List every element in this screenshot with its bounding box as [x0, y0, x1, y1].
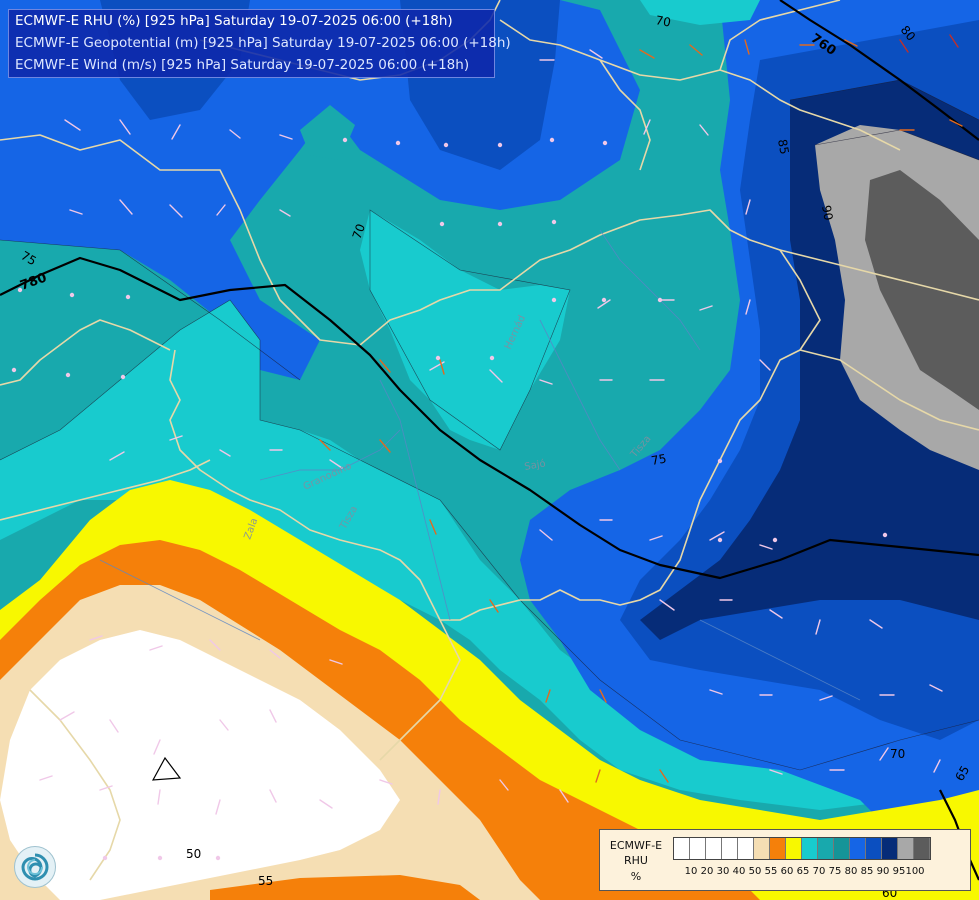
rh-label-85: 85: [775, 138, 791, 155]
rh-label-75-mid: 75: [650, 452, 667, 468]
legend-swatch: [802, 838, 818, 859]
rh-area-75-north: [300, 105, 355, 160]
station-dots: [11, 137, 888, 861]
legend-swatch: [866, 838, 882, 859]
rh-area-65-north: [640, 0, 760, 25]
ecmwf-logo: [14, 846, 56, 888]
legend-swatch: [770, 838, 786, 859]
rh-area-small-island: [151, 756, 182, 781]
legend-model-label: ECMWF-E: [609, 839, 663, 852]
rh-area-100-east: [865, 170, 979, 410]
legend-swatch: [722, 838, 738, 859]
wind-barbs: [39, 34, 963, 815]
legend-swatch: [738, 838, 754, 859]
legend-swatches: [673, 837, 931, 860]
title-wind: ECMWF-E Wind (m/s) [925 hPa] Saturday 19…: [15, 57, 470, 73]
legend-tick-label: 90: [876, 866, 890, 877]
legend-tick-label: 60: [780, 866, 794, 877]
legend-swatch: [850, 838, 866, 859]
title-geopotential: ECMWF-E Geopotential (m) [925 hPa] Satur…: [15, 35, 511, 51]
title-rhu: ECMWF-E RHU (%) [925 hPa] Saturday 19-07…: [15, 13, 453, 29]
legend-tick-label: 80: [844, 866, 858, 877]
legend-tick-label: 50: [748, 866, 762, 877]
rh-label-70-top: 70: [654, 13, 671, 29]
color-legend: ECMWF-E RHU % 10 20 30 40 50 55 60 65 70 75 80 85 90…: [599, 829, 971, 891]
legend-unit-label: %: [630, 870, 642, 883]
legend-tick-label: 100: [905, 866, 925, 877]
rh-label-65-right: 65: [952, 763, 972, 783]
rh-area-65-west: [0, 300, 979, 810]
legend-swatch: [898, 838, 914, 859]
legend-tick-label: 30: [716, 866, 730, 877]
rh-label-90: 90: [819, 204, 835, 221]
legend-swatch: [690, 838, 706, 859]
legend-tick-label: 20: [700, 866, 714, 877]
logo-swirl-icon: [21, 853, 49, 881]
rh-area-65-central: [360, 210, 570, 450]
rh-label-70-mid: 70: [350, 222, 368, 241]
legend-tick-label: 70: [812, 866, 826, 877]
rh-label-50: 50: [186, 847, 201, 861]
legend-variable-label: RHU: [624, 854, 648, 867]
legend-swatch: [674, 838, 690, 859]
rh-label-70-low: 70: [890, 747, 905, 761]
legend-tick-label: 10: [684, 866, 698, 877]
legend-swatch: [706, 838, 722, 859]
rivers: [99, 229, 861, 701]
rh-label-75-left: 75: [19, 248, 39, 268]
legend-tick-label: 55: [764, 866, 778, 877]
legend-tick-label: 40: [732, 866, 746, 877]
rh-label-55: 55: [258, 874, 273, 888]
place-label-sajo: Sajó: [523, 457, 546, 473]
legend-tick-label: 85: [860, 866, 874, 877]
legend-tick-label: 75: [828, 866, 842, 877]
rh-area-55-south: [210, 875, 480, 900]
legend-swatch: [914, 838, 930, 859]
legend-swatch: [834, 838, 850, 859]
legend-swatch: [882, 838, 898, 859]
legend-swatch: [818, 838, 834, 859]
title-box: ECMWF-E RHU (%) [925 hPa] Saturday 19-07…: [8, 9, 511, 78]
rh-area-below-50: [0, 630, 400, 900]
legend-tick-label: 95: [892, 866, 906, 877]
legend-swatch: [786, 838, 802, 859]
legend-swatch: [754, 838, 770, 859]
legend-tick-label: 65: [796, 866, 810, 877]
